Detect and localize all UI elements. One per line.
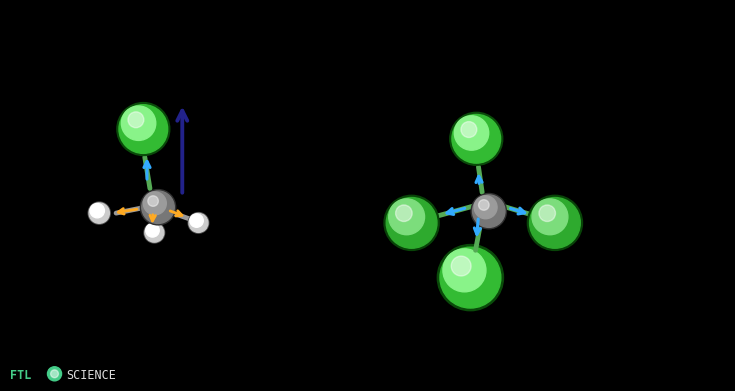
Circle shape — [121, 106, 156, 140]
Circle shape — [128, 112, 144, 128]
Circle shape — [473, 195, 505, 228]
Circle shape — [478, 200, 489, 210]
Circle shape — [389, 199, 425, 235]
Circle shape — [119, 105, 168, 153]
Circle shape — [188, 213, 209, 233]
Circle shape — [395, 205, 412, 221]
Circle shape — [48, 367, 62, 381]
Circle shape — [384, 196, 440, 250]
Circle shape — [148, 196, 158, 206]
Circle shape — [88, 202, 110, 224]
Circle shape — [189, 213, 208, 232]
Circle shape — [90, 203, 104, 218]
Circle shape — [143, 192, 166, 215]
Circle shape — [142, 191, 174, 224]
Circle shape — [193, 216, 198, 222]
Circle shape — [144, 222, 165, 243]
Circle shape — [89, 203, 110, 223]
Circle shape — [140, 190, 176, 225]
Circle shape — [443, 249, 486, 292]
Circle shape — [474, 196, 497, 219]
Circle shape — [190, 214, 204, 227]
Circle shape — [146, 224, 159, 237]
Text: FTL: FTL — [10, 369, 31, 382]
Circle shape — [450, 112, 503, 165]
Circle shape — [145, 223, 164, 242]
Circle shape — [452, 115, 501, 163]
Circle shape — [93, 206, 99, 213]
Circle shape — [529, 197, 580, 248]
Circle shape — [451, 256, 471, 276]
Circle shape — [437, 244, 503, 311]
Circle shape — [532, 199, 568, 235]
Circle shape — [461, 122, 477, 138]
Circle shape — [440, 247, 501, 308]
Circle shape — [148, 226, 154, 232]
Circle shape — [51, 370, 58, 378]
Circle shape — [527, 196, 582, 250]
Circle shape — [539, 205, 556, 221]
Text: SCIENCE: SCIENCE — [66, 369, 116, 382]
Circle shape — [117, 102, 170, 156]
Circle shape — [387, 197, 437, 248]
Circle shape — [454, 116, 489, 150]
Circle shape — [471, 194, 506, 229]
